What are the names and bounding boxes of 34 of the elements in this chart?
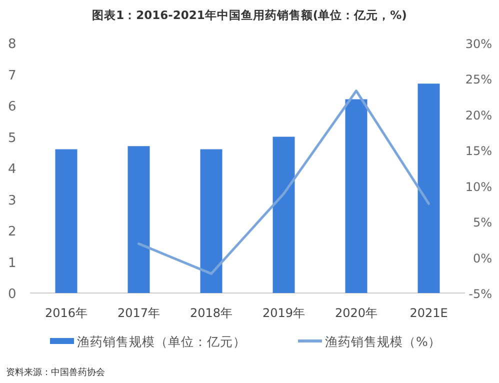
y2-tick-label: 0% (472, 251, 492, 266)
line-series (138, 90, 430, 275)
y2-tick-label: 10% (465, 180, 492, 194)
legend-label: 渔药销售规模（单位：亿元） (77, 334, 246, 349)
bar (128, 146, 150, 293)
x-tick-label: 2019年 (262, 306, 306, 320)
y-tick-label: 0 (8, 287, 16, 302)
x-tick-label: 2020年 (334, 306, 378, 320)
y2-tick-label: 25% (465, 72, 492, 87)
text: 资料来源：中国兽药协会 (6, 367, 105, 378)
legend-label: 渔药销售规模（%） (325, 334, 441, 349)
y-tick-label: 6 (8, 100, 16, 114)
y2-tick-label: 5% (472, 216, 492, 230)
y-tick-label: 5 (8, 130, 16, 146)
bar (272, 136, 295, 293)
y-tick-label: 2 (8, 224, 16, 240)
y-tick-label: 8 (8, 37, 16, 52)
x-tick-label: 2018年 (190, 306, 233, 320)
x-tick-label: 2021E (410, 306, 448, 320)
y2-tick-label: 20% (465, 108, 492, 122)
bar (345, 99, 368, 293)
y2-tick-label: -5% (468, 287, 492, 301)
y2-tick-label: 15% (465, 144, 492, 158)
y-tick-label: 3 (8, 193, 16, 208)
x-tick-label: 2017年 (117, 306, 160, 320)
y-tick-label: 1 (8, 256, 16, 271)
y-tick-label: 4 (8, 162, 16, 177)
y2-tick-label: 30% (465, 37, 492, 51)
bar (418, 84, 440, 293)
y-tick-label: 7 (8, 68, 16, 84)
bar (55, 149, 78, 293)
chart-title: 图表1：2016-2021年中国鱼用药销售额(单位：亿元，%) (92, 8, 407, 22)
x-tick-label: 2016年 (44, 306, 88, 320)
bar (200, 149, 222, 293)
